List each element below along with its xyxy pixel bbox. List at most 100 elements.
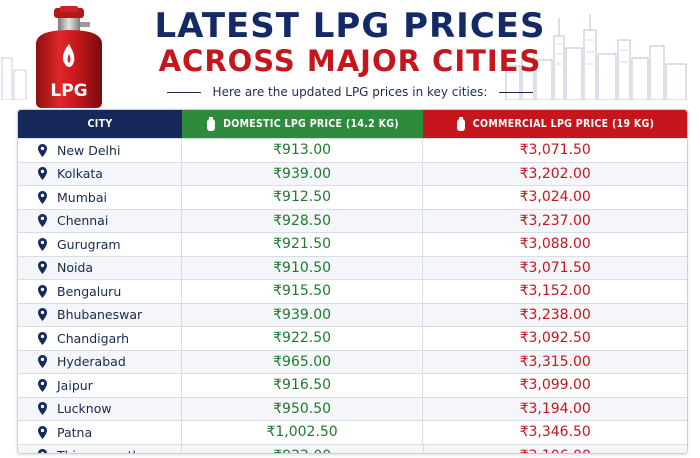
location-pin-icon — [38, 402, 47, 416]
domestic-price: ₹912.50 — [182, 186, 424, 209]
location-pin-icon — [38, 355, 47, 369]
page-title-line1: LATEST LPG PRICES — [154, 6, 546, 46]
domestic-price: ₹915.50 — [182, 280, 424, 303]
commercial-price: ₹3,237.00 — [519, 212, 591, 229]
column-header-domestic: DOMESTIC LPG PRICE (14.2 KG) — [182, 110, 423, 138]
city-name: Lucknow — [57, 401, 112, 417]
city-name: Patna — [57, 424, 93, 440]
domestic-price: ₹913.00 — [182, 139, 424, 162]
domestic-price: ₹922.50 — [182, 327, 424, 350]
subtitle-text: Here are the updated LPG prices in key c… — [212, 85, 488, 99]
table-row: Mumbai ₹912.50 ₹3,024.00 — [18, 185, 687, 209]
city-name: Bhubaneswar — [57, 307, 143, 323]
city-name: Chennai — [57, 213, 109, 229]
city-cell: Mumbai — [18, 186, 182, 209]
city-cell: Gurugram — [18, 233, 182, 256]
domestic-price: ₹950.50 — [182, 397, 424, 420]
city-name: New Delhi — [57, 142, 121, 158]
city-cell: Kolkata — [18, 162, 182, 185]
city-cell: New Delhi — [18, 139, 182, 162]
commercial-price: ₹3,071.50 — [519, 259, 591, 276]
location-pin-icon — [38, 449, 47, 453]
commercial-price: ₹3,315.00 — [519, 353, 591, 370]
table-row: Chandigarh ₹922.50 ₹3,092.50 — [18, 326, 687, 350]
domestic-price: ₹910.50 — [182, 256, 424, 279]
gas-cylinder-icon — [207, 117, 216, 131]
city-cell: Bhubaneswar — [18, 303, 182, 326]
commercial-price: ₹3,092.50 — [519, 330, 591, 347]
location-pin-icon — [38, 190, 47, 204]
location-pin-icon — [38, 261, 47, 275]
domestic-price: ₹928.50 — [182, 209, 424, 232]
column-header-commercial-label: COMMERCIAL LPG PRICE (19 KG) — [472, 118, 655, 130]
commercial-price: ₹3,024.00 — [519, 189, 591, 206]
column-header-domestic-label: DOMESTIC LPG PRICE (14.2 KG) — [223, 118, 399, 130]
city-name: Hyderabad — [57, 354, 126, 370]
city-skyline-left-icon — [1, 57, 27, 100]
city-cell: Lucknow — [18, 397, 182, 420]
commercial-price: ₹3,238.00 — [519, 306, 591, 323]
city-cell: Patna — [18, 421, 182, 444]
city-cell: Chennai — [18, 209, 182, 232]
table-row: Thiruvananthapuram₹922.00₹3,106.00 — [18, 443, 687, 453]
city-name: Bengaluru — [57, 283, 122, 299]
city-cell: Chandigarh — [18, 327, 182, 350]
location-pin-icon — [38, 308, 47, 322]
commercial-price: ₹3,099.00 — [519, 377, 591, 394]
city-cell: Jaipur — [18, 374, 182, 397]
table-header: CITY DOMESTIC LPG PRICE (14.2 KG) COMMER… — [18, 110, 687, 138]
location-pin-icon — [38, 143, 47, 157]
city-cell: Noida — [18, 256, 182, 279]
city-name: Mumbai — [57, 189, 107, 205]
commercial-price: ₹3,088.00 — [519, 236, 591, 253]
subtitle-divider-right — [499, 92, 534, 93]
commercial-price: ₹3,106.00 — [424, 445, 687, 453]
table-row: Jaipur ₹916.50 ₹3,099.00 — [18, 373, 687, 397]
table-row: Chennai ₹928.50 ₹3,237.00 — [18, 208, 687, 232]
location-pin-icon — [38, 331, 47, 345]
gas-cylinder-icon — [456, 117, 465, 131]
table-row: New Delhi ₹913.00 ₹3,071.50 — [18, 138, 687, 162]
table-row: Bhubaneswar ₹939.00 ₹3,238.00 — [18, 302, 687, 326]
city-cell: Hyderabad — [18, 350, 182, 373]
domestic-price: ₹965.00 — [182, 350, 424, 373]
subtitle: Here are the updated LPG prices in key c… — [0, 85, 700, 99]
cylinder-label: LPG — [50, 81, 87, 101]
city-name: Kolkata — [57, 166, 103, 182]
location-pin-icon — [38, 378, 47, 392]
column-header-commercial: COMMERCIAL LPG PRICE (19 KG) — [423, 110, 687, 138]
column-header-city: CITY — [18, 110, 182, 138]
table-row: Gurugram ₹921.50 ₹3,088.00 — [18, 232, 687, 256]
table-row: Patna ₹1,002.50 ₹3,346.50 — [18, 420, 687, 444]
table-row: Lucknow ₹950.50 ₹3,194.00 — [18, 396, 687, 420]
location-pin-icon — [38, 237, 47, 251]
commercial-price: ₹3,152.00 — [519, 283, 591, 300]
city-name: Jaipur — [57, 377, 93, 393]
city-name: Noida — [57, 260, 94, 276]
city-name: Gurugram — [57, 236, 121, 252]
commercial-price: ₹3,202.00 — [519, 165, 591, 182]
page-title-line2: ACROSS MAJOR CITIES — [158, 44, 542, 78]
city-name: Thiruvananthapuram — [57, 448, 189, 453]
domestic-price: ₹1,002.50 — [182, 421, 424, 444]
subtitle-divider-left — [166, 92, 201, 93]
location-pin-icon — [38, 214, 47, 228]
table-row: Bengaluru ₹915.50 ₹3,152.00 — [18, 279, 687, 303]
domestic-price: ₹916.50 — [182, 374, 424, 397]
table-body: New Delhi ₹913.00 ₹3,071.50 Kolkata ₹939.00 ₹… — [18, 138, 687, 453]
location-pin-icon — [38, 284, 47, 298]
table-row: Hyderabad ₹965.00 ₹3,315.00 — [18, 349, 687, 373]
location-pin-icon — [38, 167, 47, 181]
table-row: Noida ₹910.50 ₹3,071.50 — [18, 255, 687, 279]
city-cell: Thiruvananthapuram — [18, 444, 189, 453]
table-row: Kolkata ₹939.00 ₹3,202.00 — [18, 161, 687, 185]
commercial-price: ₹3,194.00 — [519, 400, 591, 417]
domestic-price: ₹922.00 — [182, 444, 424, 453]
location-pin-icon — [38, 425, 47, 439]
city-name: Chandigarh — [57, 330, 130, 346]
gas-cylinder-icon: LPG — [36, 6, 102, 108]
domestic-price: ₹921.50 — [182, 233, 424, 256]
domestic-price: ₹939.00 — [182, 303, 424, 326]
price-table: CITY DOMESTIC LPG PRICE (14.2 KG) COMMER… — [17, 109, 688, 454]
commercial-price: ₹3,071.50 — [519, 142, 591, 159]
